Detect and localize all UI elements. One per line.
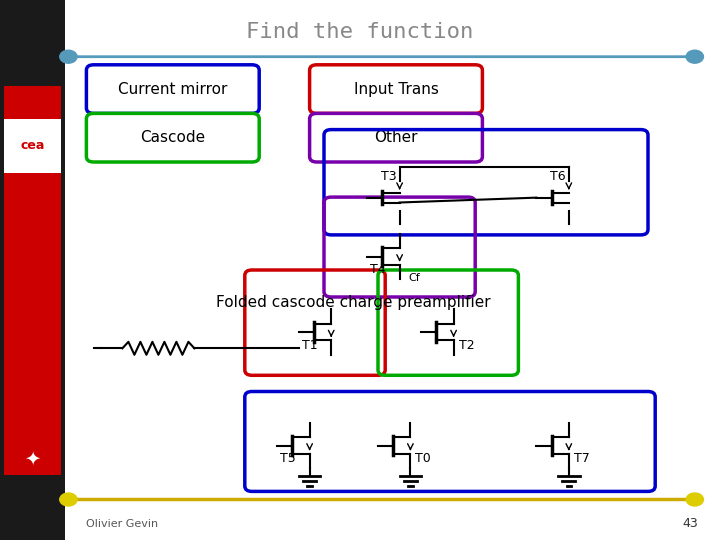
FancyBboxPatch shape [310,65,482,113]
Text: T6: T6 [550,170,566,183]
Text: Olivier Gevin: Olivier Gevin [86,519,158,529]
Text: Current mirror: Current mirror [118,82,228,97]
Text: Other: Other [374,130,418,145]
Text: cea: cea [20,139,45,152]
FancyBboxPatch shape [310,113,482,162]
Text: Cf: Cf [408,273,420,283]
Circle shape [60,50,77,63]
Circle shape [686,50,703,63]
Text: Folded cascode charge preamplifier: Folded cascode charge preamplifier [216,295,490,310]
Text: T5: T5 [280,452,296,465]
FancyBboxPatch shape [86,113,259,162]
Text: T0: T0 [415,452,431,465]
Text: T2: T2 [459,339,474,352]
Text: T7: T7 [574,452,590,465]
Text: T1: T1 [302,339,318,352]
FancyBboxPatch shape [0,0,65,540]
Circle shape [60,493,77,506]
FancyBboxPatch shape [4,86,61,475]
Text: T4: T4 [370,263,386,276]
FancyBboxPatch shape [4,119,61,173]
Text: Find the function: Find the function [246,22,474,43]
Text: ✦: ✦ [24,449,40,469]
Text: Input Trans: Input Trans [354,82,438,97]
Text: Cascode: Cascode [140,130,205,145]
Circle shape [686,493,703,506]
FancyBboxPatch shape [86,65,259,113]
Text: 43: 43 [683,517,698,530]
Text: T3: T3 [381,170,397,183]
